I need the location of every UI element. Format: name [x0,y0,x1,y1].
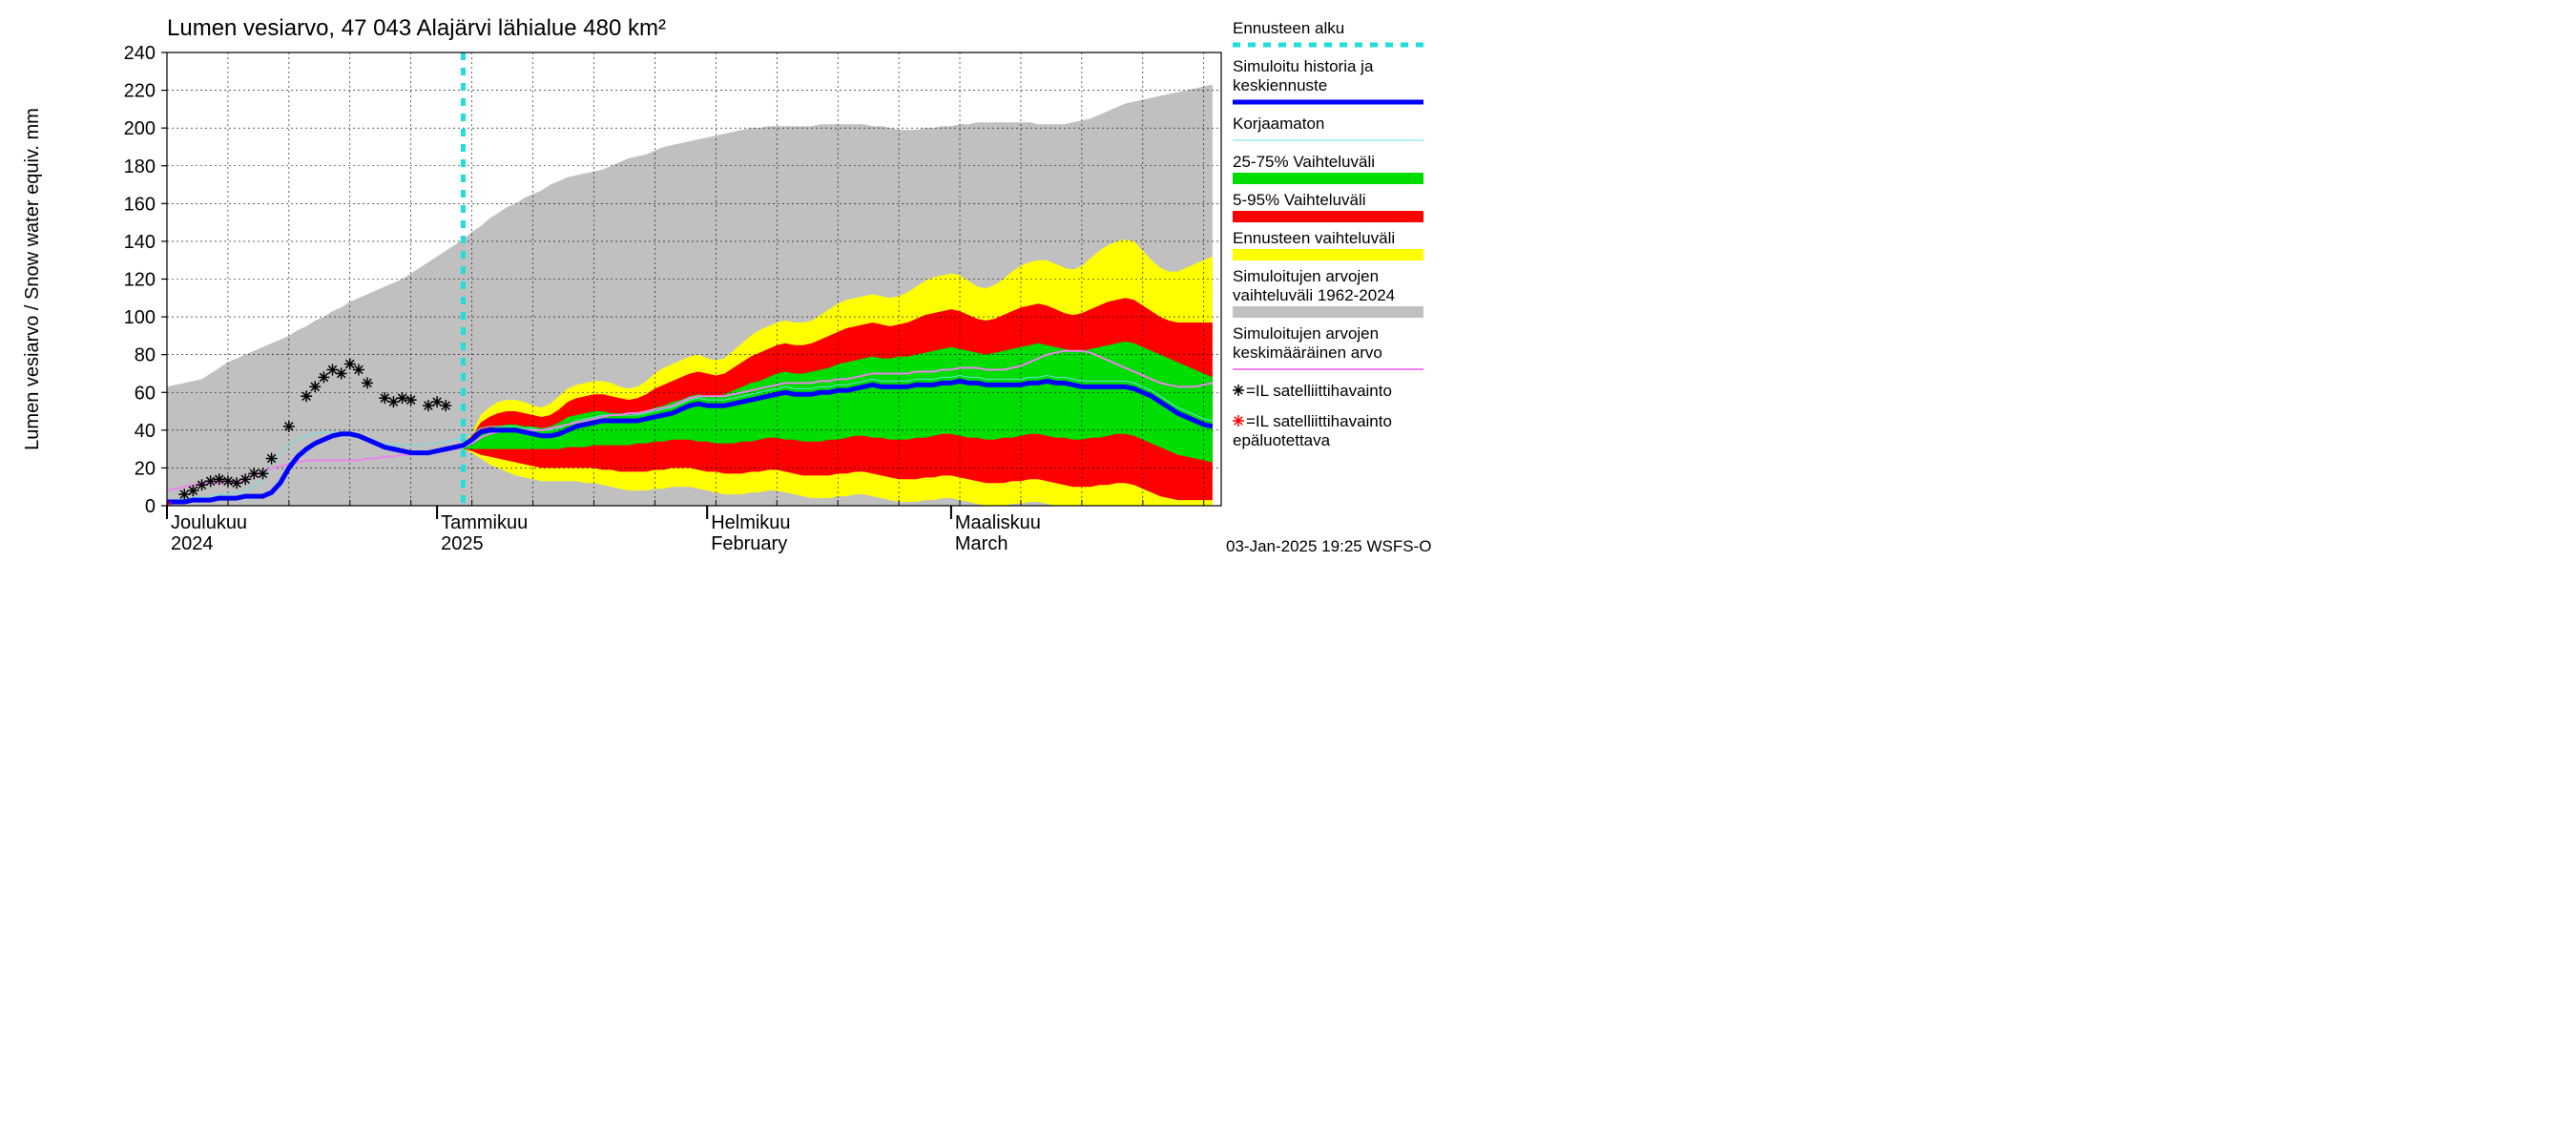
svg-text:40: 40 [135,421,156,442]
svg-text:20: 20 [135,458,156,479]
satellite-marker [257,468,268,479]
chart-svg: 0 20 40 60 80 100 120 140 160 180 200 220 240 Jouluku… [0,0,1431,572]
svg-text:240: 240 [124,43,156,64]
svg-text:180: 180 [124,156,156,177]
satellite-marker [283,421,295,432]
satellite-marker [353,364,364,376]
svg-text:=IL satelliittihavainto: =IL satelliittihavainto [1246,382,1392,400]
satellite-marker [301,390,312,402]
svg-text:Joulukuu: Joulukuu [171,512,247,533]
svg-text:Simuloitujen arvojen: Simuloitujen arvojen [1233,324,1379,343]
satellite-marker [1233,385,1244,396]
chart-title: Lumen vesiarvo, 47 043 Alajärvi lähialue… [167,15,666,41]
svg-text:80: 80 [135,345,156,366]
svg-text:2025: 2025 [441,533,484,554]
satellite-marker [205,475,217,487]
svg-text:epäluotettava: epäluotettava [1233,431,1331,449]
satellite-marker [344,359,356,370]
svg-text:2024: 2024 [171,533,214,554]
svg-text:Helmikuu: Helmikuu [711,512,790,533]
svg-text:5-95% Vaihteluväli: 5-95% Vaihteluväli [1233,191,1366,209]
svg-text:keskiennuste: keskiennuste [1233,76,1327,94]
svg-text:Simuloitu historia ja: Simuloitu historia ja [1233,57,1374,75]
satellite-marker [362,377,373,388]
legend: Ennusteen alkuSimuloitu historia jakeski… [1233,19,1423,449]
svg-text:160: 160 [124,194,156,215]
svg-text:Tammikuu: Tammikuu [441,512,528,533]
satellite-marker [318,371,329,383]
footer-timestamp: 03-Jan-2025 19:25 WSFS-O [1226,537,1431,555]
svg-text:March: March [955,533,1008,554]
svg-text:February: February [711,533,787,554]
satellite-marker [440,400,451,411]
satellite-marker [187,485,198,496]
satellite-marker [266,453,278,465]
svg-text:60: 60 [135,383,156,404]
satellite-marker [405,394,417,406]
svg-text:0: 0 [145,496,156,517]
satellite-marker [397,392,408,404]
svg-text:25-75% Vaihteluväli: 25-75% Vaihteluväli [1233,153,1375,171]
satellite-marker [1233,415,1244,427]
svg-text:=IL satelliittihavainto: =IL satelliittihavainto [1246,412,1392,430]
svg-text:vaihteluväli 1962-2024: vaihteluväli 1962-2024 [1233,286,1395,304]
svg-text:220: 220 [124,81,156,102]
svg-text:Korjaamaton: Korjaamaton [1233,114,1324,133]
svg-text:Simuloitujen arvojen: Simuloitujen arvojen [1233,267,1379,285]
satellite-marker [239,473,251,485]
satellite-marker [309,381,321,392]
chart-container: 0 20 40 60 80 100 120 140 160 180 200 220 240 Jouluku… [0,0,1431,572]
svg-text:keskimääräinen arvo: keskimääräinen arvo [1233,344,1382,362]
satellite-marker [222,475,234,487]
satellite-marker [336,367,347,379]
svg-text:100: 100 [124,307,156,328]
svg-text:Maaliskuu: Maaliskuu [955,512,1041,533]
svg-text:Ennusteen alku: Ennusteen alku [1233,19,1344,37]
y-axis-label: Lumen vesiarvo / Snow water equiv. mm [22,108,43,450]
satellite-marker [214,473,225,485]
svg-text:120: 120 [124,270,156,291]
svg-text:140: 140 [124,232,156,253]
svg-text:200: 200 [124,118,156,139]
svg-text:Ennusteen vaihteluväli: Ennusteen vaihteluväli [1233,229,1395,247]
